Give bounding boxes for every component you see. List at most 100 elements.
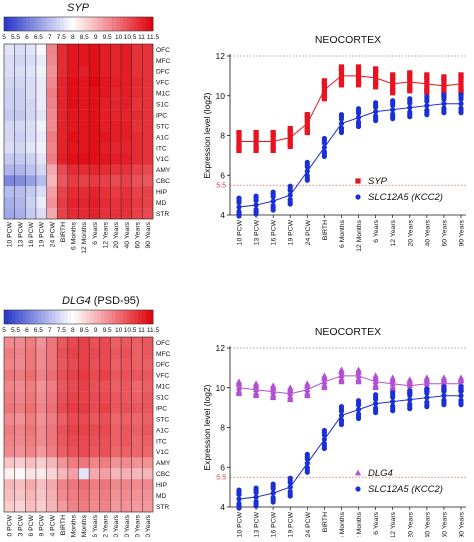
- data-point-square: [321, 87, 327, 93]
- heatmap-cell: [35, 337, 47, 349]
- heatmap-cell: [14, 468, 26, 480]
- heatmap-cell: [57, 44, 69, 56]
- heatmap-cell: [131, 337, 143, 349]
- heatmap-cell: [110, 391, 122, 403]
- color-scale-tick-label: 8.5: [80, 34, 89, 41]
- heatmap-cell: [35, 391, 47, 403]
- color-scale-segment: [4, 17, 9, 31]
- heatmap-cell: [89, 446, 100, 458]
- data-point-triangle: [355, 367, 362, 374]
- heatmap-title: DLG4 (PSD-95): [62, 295, 140, 307]
- heatmap-cell: [35, 435, 47, 447]
- series-1: [236, 384, 464, 511]
- color-scale-segment: [33, 310, 38, 324]
- heatmap-cell: [57, 424, 69, 436]
- heatmap-cell: [35, 347, 47, 360]
- heatmap-cell: [89, 76, 100, 88]
- color-scale-segment: [44, 310, 50, 324]
- data-point-square: [304, 127, 310, 133]
- color-scale-tick-label: 10.5: [124, 34, 137, 41]
- color-scale-segment: [37, 17, 42, 31]
- color-scale-segment: [134, 310, 139, 324]
- color-scale-segment: [134, 17, 139, 31]
- heatmap-cell: [14, 197, 26, 209]
- heatmap-cell: [142, 347, 154, 360]
- heatmap-cell: [14, 457, 26, 469]
- heatmap-cell: [57, 457, 69, 469]
- data-point-circle: [304, 175, 310, 181]
- x-tick-label: 6 Months: [339, 219, 346, 248]
- data-point-square: [270, 138, 276, 145]
- heatmap-cell: [4, 208, 15, 220]
- heatmap-cell: [110, 98, 122, 110]
- color-scale-segment: [138, 310, 143, 324]
- data-point-square: [321, 93, 327, 100]
- heatmap-cell: [46, 164, 58, 176]
- heatmap-cell: [121, 435, 132, 447]
- heatmap-cell: [89, 347, 100, 360]
- heatmap-cell: [110, 347, 122, 360]
- heatmap-cell: [14, 347, 26, 360]
- heatmap-cell: [57, 208, 69, 220]
- heatmap-cell: [78, 186, 90, 198]
- heatmap-cell: [4, 197, 15, 209]
- heatmap-column-label: 20 Years: [113, 221, 120, 248]
- data-point-circle: [287, 477, 293, 484]
- data-point-triangle: [287, 394, 294, 401]
- data-point-triangle: [355, 372, 362, 379]
- heatmap-cell: [67, 413, 79, 425]
- data-point-triangle: [235, 379, 243, 386]
- legend-label: DLG4: [368, 468, 393, 479]
- heatmap-cell: [89, 142, 100, 154]
- heatmap-cell: [131, 98, 143, 110]
- heatmap-cell: [4, 479, 15, 491]
- heatmap-cell: [142, 142, 154, 154]
- heatmap-cell: [57, 197, 69, 209]
- color-scale-segment: [48, 17, 53, 31]
- x-tick-label: 16 PCW: [271, 511, 278, 537]
- color-scale-segment: [18, 310, 24, 324]
- data-point-circle: [424, 388, 430, 394]
- heatmap-cell: [142, 54, 154, 67]
- color-scale-segment: [33, 17, 38, 31]
- data-point-square: [424, 87, 430, 94]
- heatmap-cell: [110, 446, 122, 458]
- data-point-triangle: [321, 382, 328, 389]
- data-point-circle: [458, 386, 464, 392]
- data-point-square: [270, 145, 276, 151]
- data-point-circle: [338, 120, 345, 127]
- color-scale-segment: [82, 310, 87, 324]
- heatmap-cell: [25, 446, 37, 458]
- heatmap-cell: [142, 468, 154, 480]
- heatmap-cell: [110, 402, 122, 414]
- color-scale-tick-label: 6.5: [34, 327, 43, 334]
- x-tick-label: 40 Years: [424, 511, 431, 537]
- heatmap-cell: [131, 131, 143, 143]
- data-point-square: [236, 132, 242, 138]
- heatmap-cell: [25, 54, 37, 67]
- data-point-triangle: [321, 378, 328, 385]
- x-tick-label: 13 PCW: [254, 511, 261, 537]
- heatmap-cell: [67, 501, 79, 513]
- heatmap-cell: [35, 44, 47, 56]
- heatmap-0: SYP 5 5.5 6 6.5 7 7.5 8 8.5 9 9.5 10 10.5 11 11.5 OFC MF…: [2, 2, 171, 254]
- heatmap-cell: [121, 479, 132, 491]
- heatmap-cell: [131, 369, 143, 381]
- heatmap-cell: [89, 98, 100, 110]
- heatmap-column-label: BIRTH: [60, 222, 67, 242]
- heatmap-cell: [131, 402, 143, 414]
- series-line: [238, 395, 461, 500]
- data-point-square: [390, 81, 396, 87]
- heatmap-cell: [78, 391, 90, 403]
- heatmap-cell: [35, 87, 47, 99]
- data-point-square: [458, 87, 464, 94]
- data-point-triangle: [389, 384, 396, 391]
- color-scale-tick-label: 11: [138, 327, 145, 334]
- heatmap-column-label: 24 PCW: [49, 514, 56, 537]
- heatmap-cell: [110, 380, 122, 392]
- data-point-circle: [373, 394, 379, 400]
- heatmap-cell: [131, 76, 143, 88]
- heatmap-cell: [78, 457, 90, 469]
- data-point-circle: [373, 102, 379, 108]
